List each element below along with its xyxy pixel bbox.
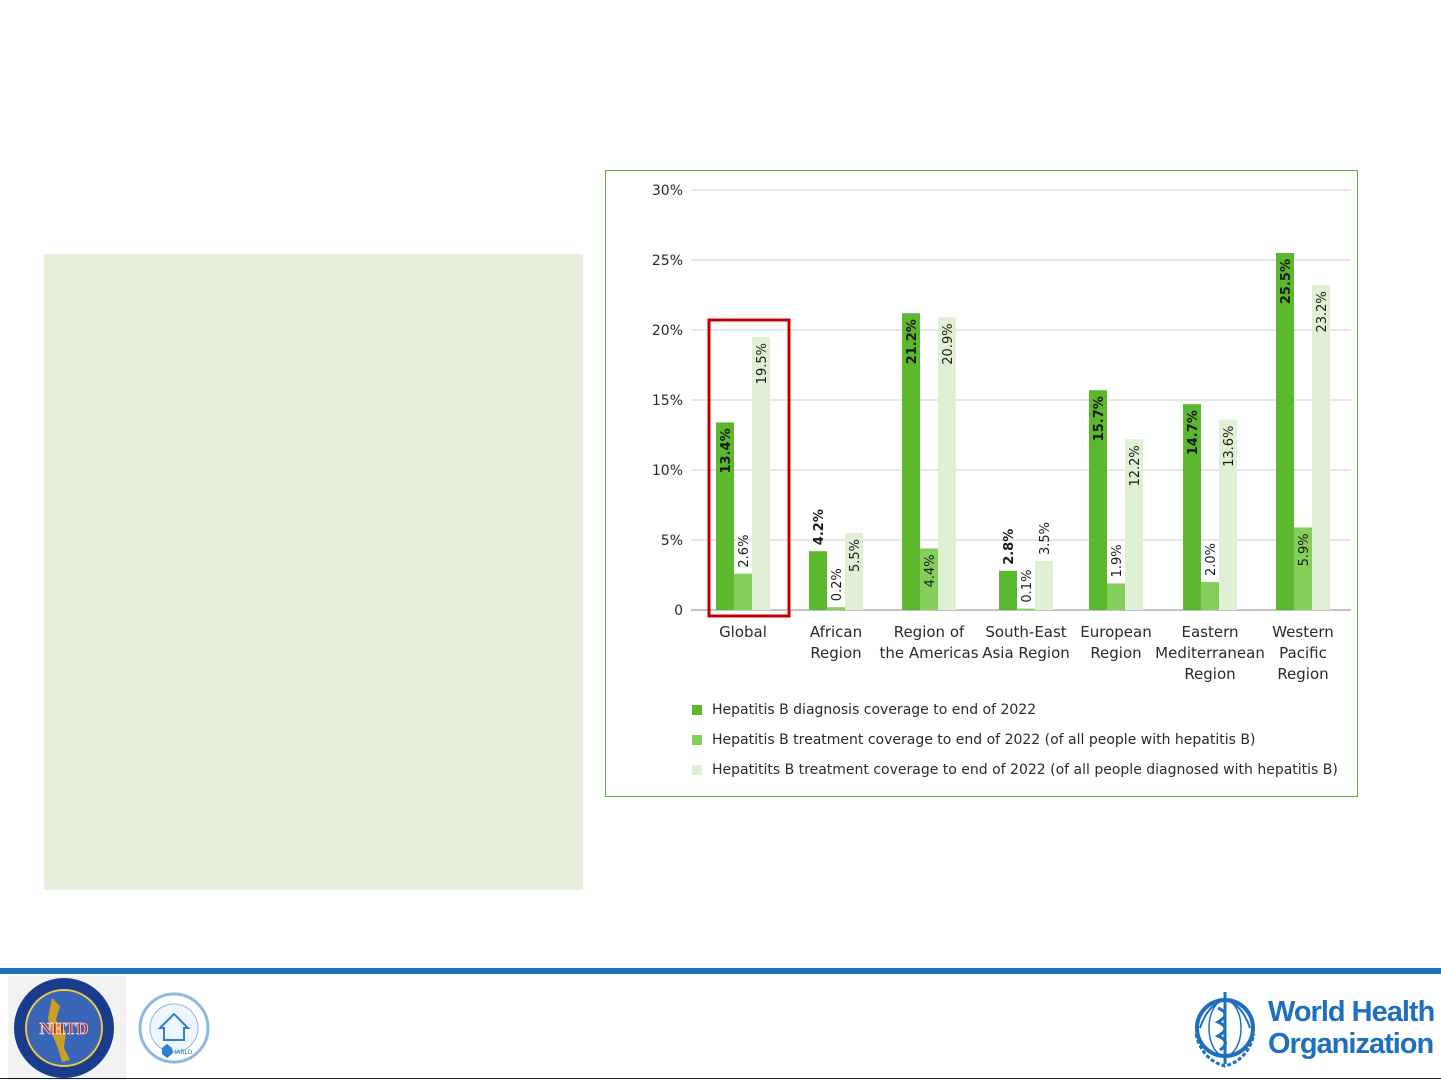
data-label: 4.2% — [812, 509, 827, 545]
data-label: 1.9% — [1110, 544, 1125, 577]
who-line-1: World Health — [1268, 996, 1435, 1028]
footer-accent-bar — [0, 968, 1441, 974]
data-label: 12.2% — [1128, 445, 1143, 486]
bar — [902, 313, 920, 610]
footer: NHTD HABLD World Health Organization — [0, 974, 1441, 1081]
y-tick-label: 30% — [652, 183, 683, 199]
legend-swatch — [692, 765, 702, 775]
x-tick-label: Region — [810, 644, 861, 662]
legend-label: Hepatitits B treatment coverage to end o… — [712, 762, 1338, 778]
y-tick-label: 20% — [652, 323, 683, 339]
bar — [809, 551, 827, 610]
x-tick-label: Region — [1277, 665, 1328, 683]
y-tick-label: 25% — [652, 253, 683, 269]
svg-text:HABLD: HABLD — [172, 1049, 193, 1056]
nhtd-logo: NHTD — [8, 976, 126, 1080]
y-tick-label: 15% — [652, 393, 683, 409]
bar — [752, 337, 770, 610]
bar — [1219, 419, 1237, 610]
bar — [1035, 561, 1053, 610]
data-label: 0.1% — [1020, 570, 1035, 603]
data-label: 15.7% — [1092, 396, 1107, 441]
bar — [827, 607, 845, 610]
bar — [1017, 608, 1035, 610]
chart-frame: 0 5% 10% 15% 20% 25% 30% 13.4% 2.6% 19.5% Global 4.… — [605, 170, 1358, 797]
data-label: 2.6% — [737, 535, 752, 568]
bar — [1201, 582, 1219, 610]
data-label: 5.9% — [1297, 533, 1312, 566]
y-tick-label: 10% — [652, 463, 683, 479]
data-label: 0.2% — [830, 568, 845, 601]
x-tick-label: Region — [1090, 644, 1141, 662]
x-tick-label: African — [810, 623, 862, 641]
x-tick-label: Western — [1272, 623, 1334, 641]
x-tick-label: South-East — [985, 623, 1066, 641]
bar — [920, 548, 938, 610]
bar — [845, 533, 863, 610]
legend-label: Hepatitis B diagnosis coverage to end of… — [712, 702, 1037, 718]
y-tick-label: 5% — [661, 533, 683, 549]
bar — [999, 570, 1017, 610]
svg-text:NHTD: NHTD — [39, 1019, 88, 1038]
bar-chart: 0 5% 10% 15% 20% 25% 30% 13.4% 2.6% 19.5% Global 4.… — [652, 183, 1351, 683]
data-label: 21.2% — [905, 319, 920, 364]
legend-label: Hepatitis B treatment coverage to end of… — [712, 732, 1256, 748]
x-tick-label: the Americas — [879, 644, 978, 662]
legend-swatch — [692, 735, 702, 745]
data-label: 20.9% — [941, 323, 956, 364]
data-label: 14.7% — [1186, 410, 1201, 455]
data-label: 3.5% — [1038, 522, 1053, 555]
x-tick-label: Asia Region — [982, 644, 1070, 662]
legend-swatch — [692, 705, 702, 715]
data-label: 13.6% — [1222, 426, 1237, 467]
y-tick-label: 0 — [674, 603, 683, 619]
x-tick-label: Global — [719, 623, 767, 641]
bar — [1276, 253, 1294, 610]
bar — [1183, 404, 1201, 610]
x-tick-label: European — [1080, 623, 1151, 641]
data-label: 23.2% — [1315, 291, 1330, 332]
x-tick-label: Pacific — [1279, 644, 1327, 662]
footer-bottom-line — [0, 1078, 1441, 1079]
x-tick-label: Mediterranean — [1155, 644, 1265, 662]
highlight-box — [707, 318, 791, 618]
data-label: 5.5% — [848, 539, 863, 572]
who-emblem — [1194, 992, 1256, 1068]
bar — [1294, 527, 1312, 610]
x-tick-label: Region of — [894, 623, 965, 641]
data-label: 2.0% — [1204, 543, 1219, 576]
x-tick-label: Region — [1184, 665, 1235, 683]
data-label: 19.5% — [755, 343, 770, 384]
who-wordmark: World Health Organization — [1268, 996, 1435, 1060]
text-panel — [44, 254, 583, 890]
data-label: 2.8% — [1002, 529, 1017, 565]
data-label: 13.4% — [719, 428, 734, 473]
data-label: 4.4% — [923, 554, 938, 587]
data-label: 25.5% — [1279, 259, 1294, 304]
x-tick-label: Eastern — [1181, 623, 1238, 641]
bar — [1312, 285, 1330, 610]
bar — [938, 317, 956, 610]
who-line-2: Organization — [1268, 1028, 1434, 1060]
bar — [1125, 439, 1143, 610]
bar — [1089, 390, 1107, 610]
bar — [1107, 583, 1125, 610]
bar — [734, 573, 752, 610]
bar — [716, 422, 734, 610]
habld-logo: HABLD — [138, 992, 210, 1064]
